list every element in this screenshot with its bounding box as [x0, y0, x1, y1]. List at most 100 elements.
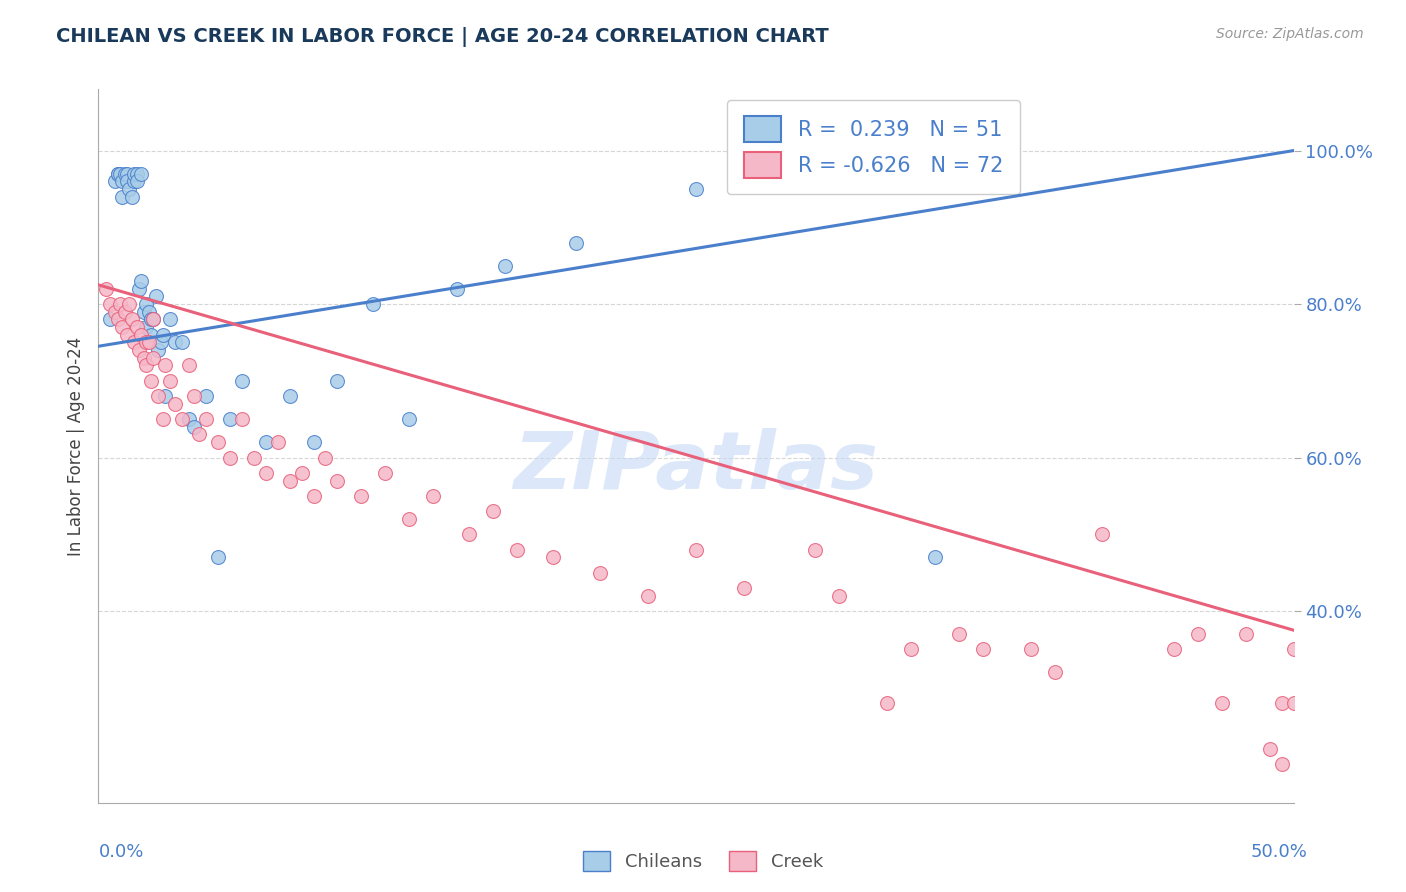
Point	[637, 589, 659, 603]
Point	[124, 174, 146, 188]
Point	[132, 351, 155, 365]
Point	[124, 335, 146, 350]
Text: 0.0%: 0.0%	[98, 843, 143, 861]
Point	[125, 320, 148, 334]
Point	[350, 489, 373, 503]
Point	[121, 189, 143, 203]
Point	[876, 696, 898, 710]
Point	[135, 335, 157, 350]
Point	[94, 282, 117, 296]
Point	[278, 389, 301, 403]
Point	[398, 512, 420, 526]
Point	[138, 335, 160, 350]
Point	[1187, 627, 1209, 641]
Point	[152, 327, 174, 342]
Point	[1282, 642, 1305, 657]
Point	[111, 189, 134, 203]
Point	[302, 435, 325, 450]
Point	[159, 312, 181, 326]
Point	[267, 435, 290, 450]
Y-axis label: In Labor Force | Age 20-24: In Labor Force | Age 20-24	[66, 336, 84, 556]
Point	[1019, 642, 1042, 657]
Point	[131, 327, 153, 342]
Point	[125, 167, 148, 181]
Point	[195, 389, 218, 403]
Point	[145, 289, 167, 303]
Point	[195, 412, 218, 426]
Point	[115, 167, 138, 181]
Point	[326, 474, 349, 488]
Point	[231, 374, 253, 388]
Point	[132, 304, 155, 318]
Point	[142, 312, 165, 326]
Point	[139, 374, 162, 388]
Point	[131, 274, 153, 288]
Point	[163, 335, 186, 350]
Point	[243, 450, 266, 465]
Point	[172, 412, 194, 426]
Point	[291, 466, 314, 480]
Point	[374, 466, 396, 480]
Point	[1271, 757, 1294, 772]
Point	[1091, 527, 1114, 541]
Point	[1282, 696, 1305, 710]
Point	[107, 167, 129, 181]
Point	[107, 167, 129, 181]
Point	[139, 312, 162, 326]
Point	[948, 627, 970, 641]
Point	[254, 466, 277, 480]
Point	[506, 542, 529, 557]
Point	[135, 359, 157, 373]
Point	[207, 550, 229, 565]
Point	[159, 374, 181, 388]
Point	[142, 351, 165, 365]
Point	[326, 374, 349, 388]
Point	[115, 327, 138, 342]
Point	[128, 282, 150, 296]
Point	[138, 304, 160, 318]
Point	[541, 550, 564, 565]
Point	[107, 312, 129, 326]
Point	[183, 389, 205, 403]
Point	[446, 282, 468, 296]
Point	[118, 297, 141, 311]
Point	[1211, 696, 1233, 710]
Point	[219, 450, 242, 465]
Point	[179, 359, 201, 373]
Point	[115, 174, 138, 188]
Point	[139, 327, 162, 342]
Point	[152, 412, 174, 426]
Point	[104, 174, 127, 188]
Text: ZIPatlas: ZIPatlas	[513, 428, 879, 507]
Point	[1163, 642, 1185, 657]
Point	[924, 550, 946, 565]
Point	[481, 504, 505, 518]
Text: CHILEAN VS CREEK IN LABOR FORCE | AGE 20-24 CORRELATION CHART: CHILEAN VS CREEK IN LABOR FORCE | AGE 20…	[56, 27, 830, 46]
Point	[494, 259, 516, 273]
Point	[972, 642, 994, 657]
Point	[231, 412, 253, 426]
Point	[111, 174, 134, 188]
Point	[828, 589, 851, 603]
Point	[163, 397, 186, 411]
Point	[124, 167, 146, 181]
Point	[172, 335, 194, 350]
Point	[183, 419, 205, 434]
Point	[589, 566, 612, 580]
Point	[254, 435, 277, 450]
Point	[685, 182, 707, 196]
Point	[900, 642, 922, 657]
Point	[278, 474, 301, 488]
Point	[398, 412, 420, 426]
Point	[1043, 665, 1066, 680]
Point	[142, 312, 165, 326]
Point	[148, 389, 170, 403]
Point	[131, 167, 153, 181]
Text: Source: ZipAtlas.com: Source: ZipAtlas.com	[1216, 27, 1364, 41]
Legend: R =  0.239   N = 51, R = -0.626   N = 72: R = 0.239 N = 51, R = -0.626 N = 72	[727, 100, 1021, 194]
Point	[187, 427, 209, 442]
Point	[315, 450, 337, 465]
Point	[422, 489, 444, 503]
Point	[114, 304, 136, 318]
Point	[111, 320, 134, 334]
